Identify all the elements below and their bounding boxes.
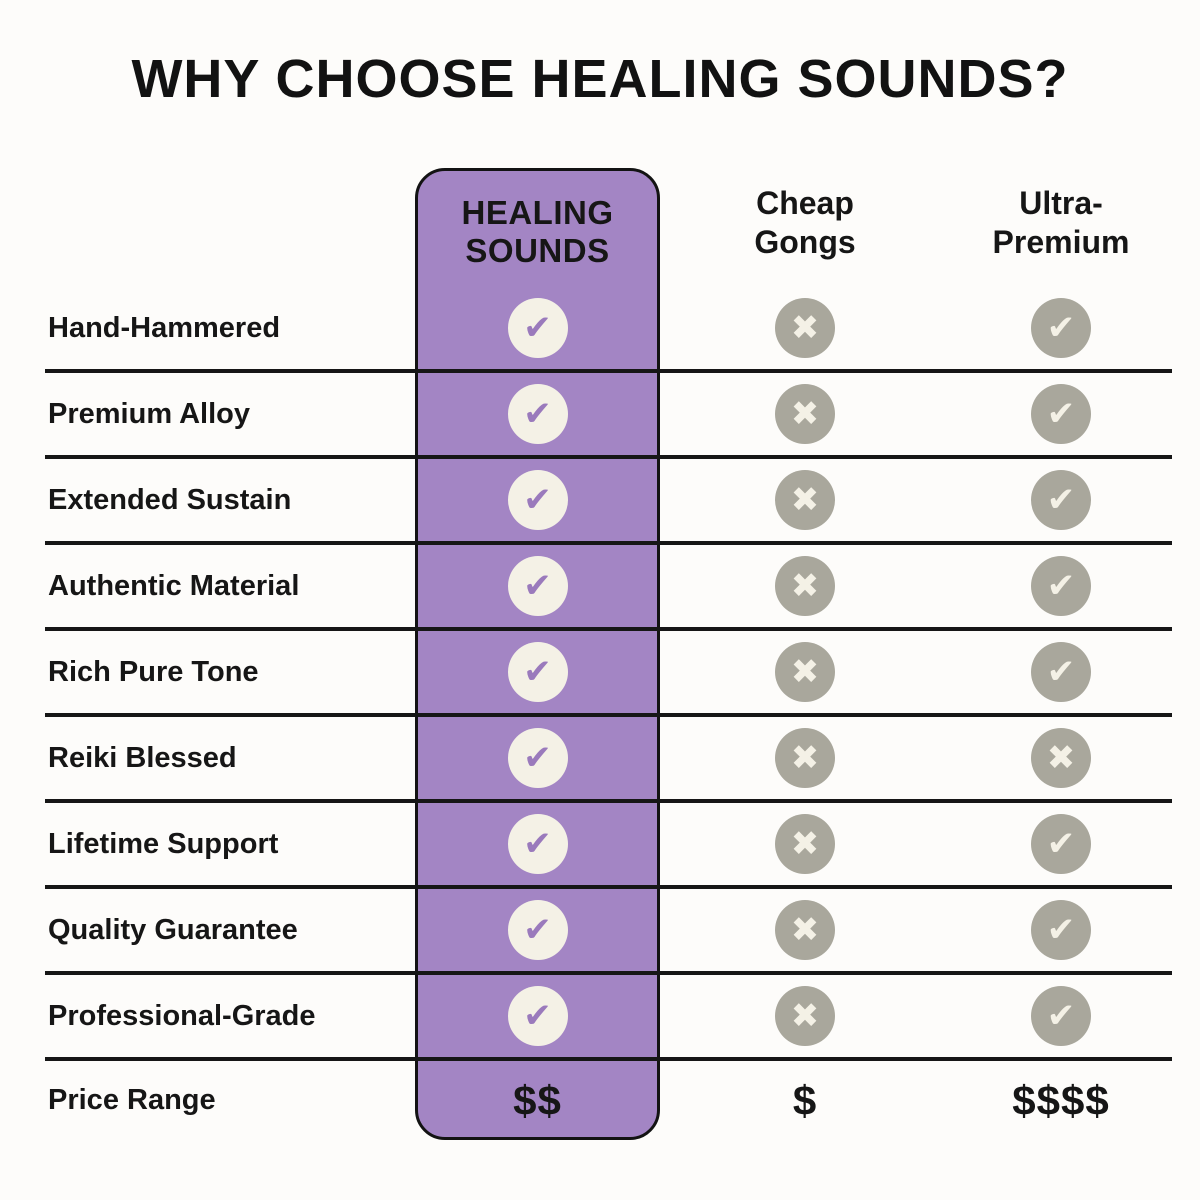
column-header-ultra-premium: Ultra- Premium: [992, 185, 1130, 261]
check-icon: [507, 384, 568, 444]
feature-label: Reiki Blessed: [48, 741, 237, 774]
check-icon: [507, 728, 568, 788]
cross-icon: [775, 986, 835, 1046]
check-icon: [1031, 384, 1091, 444]
table-row: Extended Sustain: [45, 459, 1172, 545]
check-icon: [1031, 814, 1091, 874]
cross-icon: [775, 900, 835, 960]
table-header-row: HEALING SOUNDS Cheap Gongs Ultra- Premiu…: [45, 168, 1172, 287]
feature-label: Authentic Material: [48, 569, 300, 602]
check-icon: [1031, 642, 1091, 702]
feature-label: Rich Pure Tone: [48, 655, 259, 688]
check-icon: [1031, 470, 1091, 530]
cross-icon: [775, 298, 835, 358]
check-icon: [507, 470, 568, 530]
check-icon: [507, 900, 568, 960]
check-icon: [507, 814, 568, 874]
comparison-table: HEALING SOUNDS Cheap Gongs Ultra- Premiu…: [45, 168, 1172, 1140]
cross-icon: [775, 642, 835, 702]
table-row: Authentic Material: [45, 545, 1172, 631]
feature-label: Premium Alloy: [48, 397, 250, 430]
check-icon: [507, 556, 568, 616]
check-icon: [1031, 900, 1091, 960]
check-icon: [507, 298, 568, 358]
check-icon: [1031, 298, 1091, 358]
check-icon: [507, 986, 568, 1046]
cross-icon: [775, 728, 835, 788]
table-row: Premium Alloy: [45, 373, 1172, 459]
table-row: Reiki Blessed: [45, 717, 1172, 803]
table-row: Rich Pure Tone: [45, 631, 1172, 717]
check-icon: [1031, 556, 1091, 616]
price-row: Price Range $$ $ $$$$: [45, 1061, 1172, 1140]
check-icon: [1031, 986, 1091, 1046]
cross-icon: [1031, 728, 1091, 788]
price-range-label: Price Range: [48, 1084, 216, 1116]
column-header-cheap-gongs: Cheap Gongs: [754, 185, 856, 261]
feature-label: Lifetime Support: [48, 827, 279, 860]
feature-label: Professional-Grade: [48, 999, 316, 1032]
table-row: Professional-Grade: [45, 975, 1172, 1061]
check-icon: [507, 642, 568, 702]
feature-label: Extended Sustain: [48, 483, 292, 516]
page-title: WHY CHOOSE HEALING SOUNDS?: [131, 49, 1069, 109]
cross-icon: [775, 384, 835, 444]
feature-label: Quality Guarantee: [48, 913, 298, 946]
table-row: Hand-Hammered: [45, 287, 1172, 373]
price-ultra-premium: $$$$: [1012, 1076, 1110, 1124]
column-header-healing-sounds: HEALING SOUNDS: [461, 194, 614, 269]
table-row: Lifetime Support: [45, 803, 1172, 889]
cross-icon: [775, 814, 835, 874]
price-cheap-gongs: $: [792, 1076, 818, 1124]
table-row: Quality Guarantee: [45, 889, 1172, 975]
cross-icon: [775, 470, 835, 530]
price-healing-sounds: $$: [513, 1076, 562, 1124]
cross-icon: [775, 556, 835, 616]
feature-label: Hand-Hammered: [48, 311, 281, 344]
